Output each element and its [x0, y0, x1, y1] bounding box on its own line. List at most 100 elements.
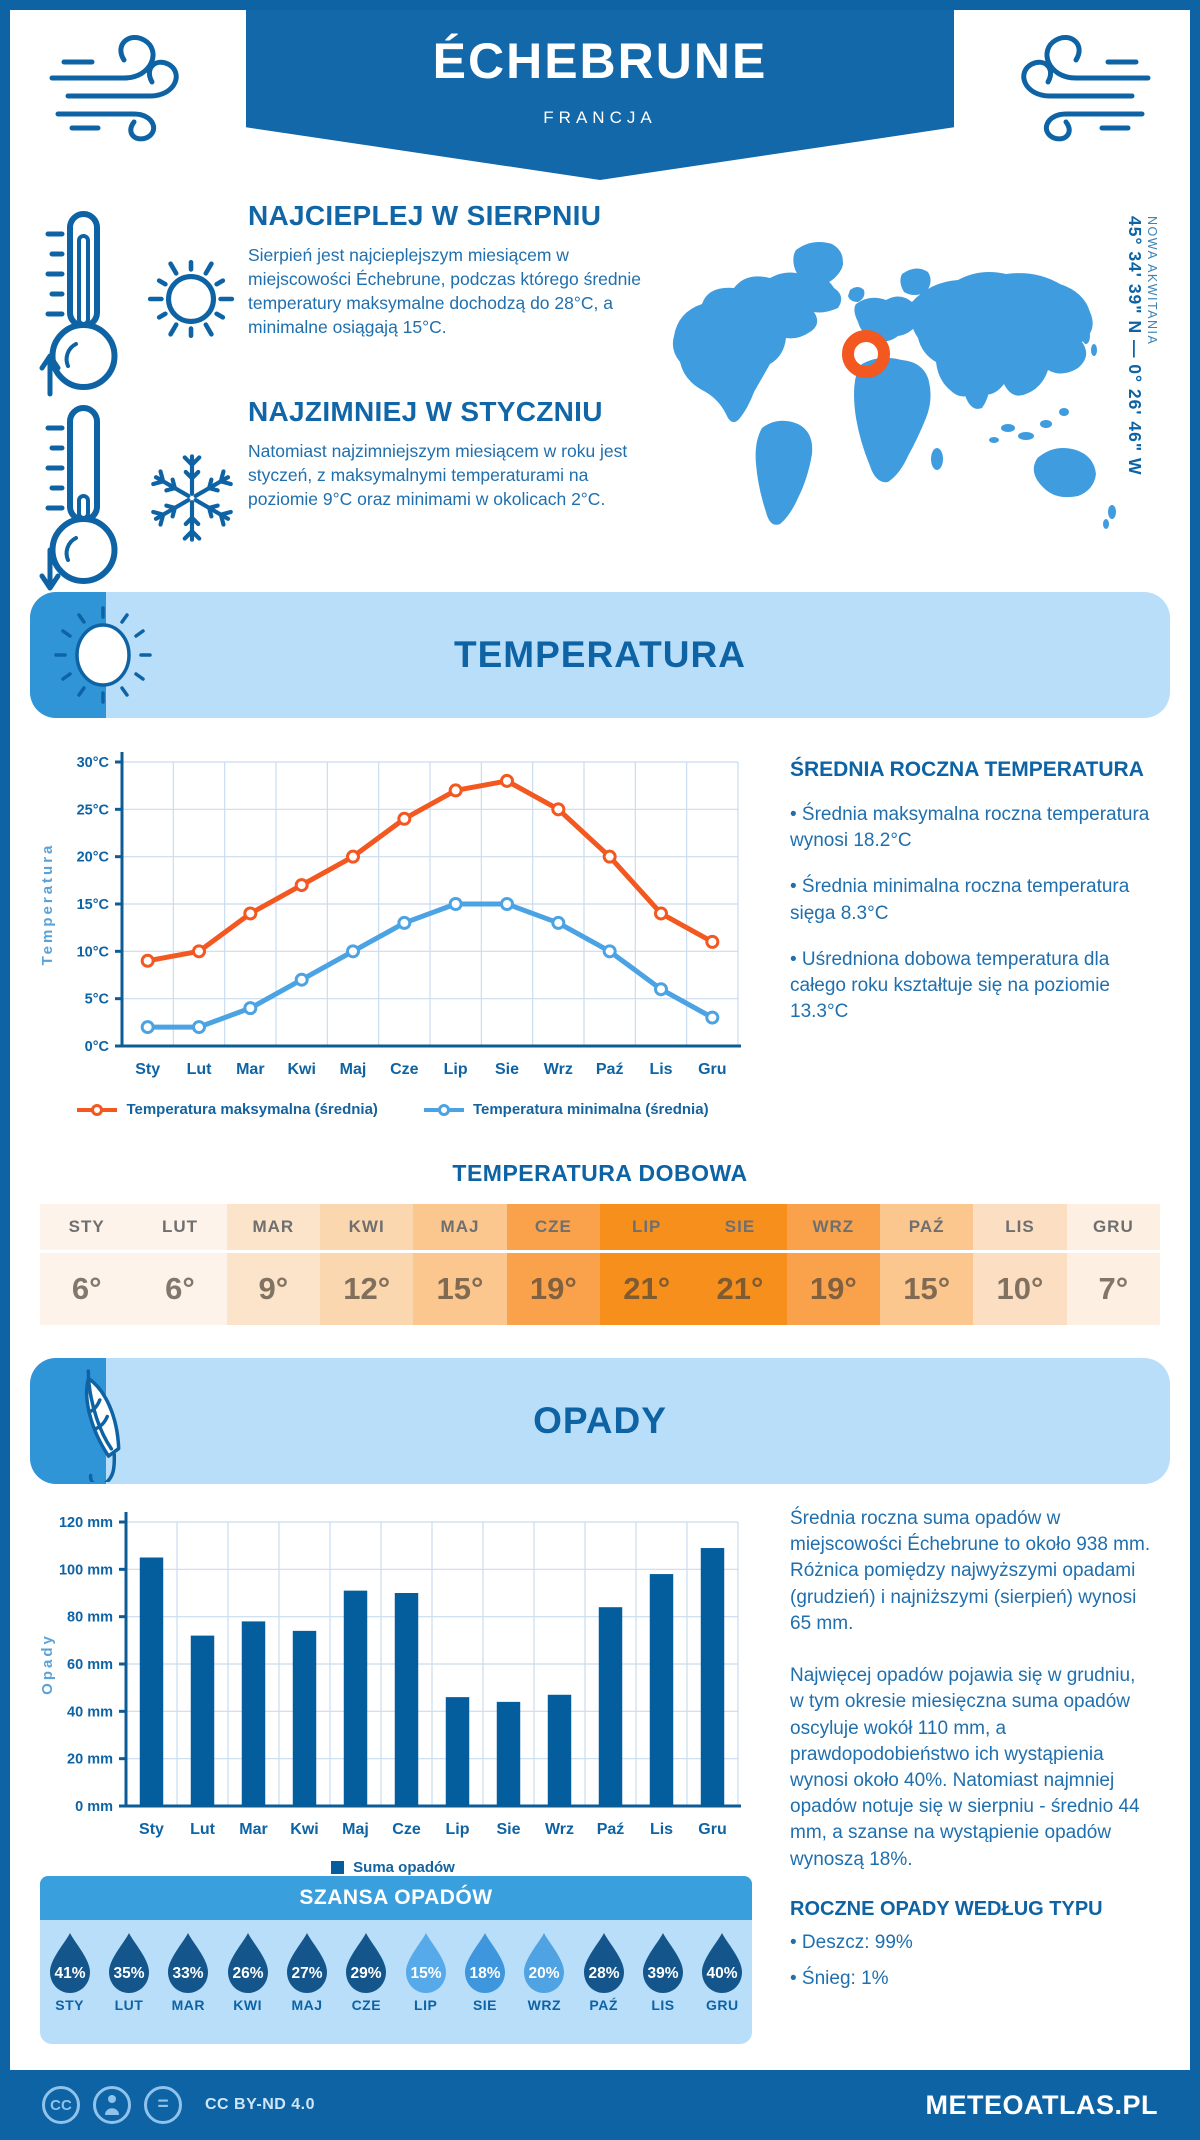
- daily-temp-value-cell: 7°: [1066, 1253, 1160, 1325]
- svg-text:28%: 28%: [588, 1965, 619, 1982]
- precipitation-chart: 0 mm 20 mm 40 mm 60 mm 80 mm 100 mm 120 mm Sty L…: [36, 1504, 750, 1876]
- nd-icon: =: [144, 2086, 182, 2124]
- svg-text:40%: 40%: [707, 1965, 738, 1982]
- drop-month-label: STY: [55, 1997, 85, 2013]
- daily-temp-month-cell: STY: [40, 1204, 134, 1250]
- svg-text:Cze: Cze: [390, 1061, 419, 1078]
- daily-temp-value-cell: 6°: [40, 1253, 134, 1325]
- drop-month-label: LIP: [414, 1997, 438, 2013]
- svg-text:41%: 41%: [54, 1965, 85, 1982]
- raindrop-icon: 18%: [464, 1933, 505, 1993]
- rain-chance-drop: 39% LIS: [633, 1932, 692, 2013]
- daily-temp-value-cell: 19°: [786, 1253, 880, 1325]
- precip-bar: [496, 1701, 521, 1806]
- precip-paragraph: Średnia roczna suma opadów w miejscowośc…: [790, 1508, 1151, 1634]
- location-marker: [842, 330, 890, 378]
- rain-chance-drop: 41% STY: [40, 1932, 99, 2013]
- raindrop-icon: 20%: [524, 1933, 565, 1993]
- raindrop-icon: 41%: [49, 1933, 90, 1993]
- svg-text:15°C: 15°C: [77, 897, 110, 913]
- precip-bar: [190, 1635, 215, 1806]
- drop-month-label: CZE: [351, 1997, 382, 2013]
- svg-text:Sty: Sty: [139, 1821, 164, 1838]
- precip-bar: [547, 1694, 572, 1806]
- svg-text:Mar: Mar: [236, 1061, 264, 1078]
- rain-chance-box: SZANSA OPADÓW 41% STY 35% LUT 33% MAR 26% KWI 27…: [40, 1876, 752, 2044]
- precip-bar: [649, 1574, 674, 1806]
- svg-text:33%: 33%: [173, 1965, 204, 1982]
- temperature-line-chart-svg: 0°C 5°C 10°C 15°C 20°C 25°C 30°C Sty Lut Mar Kwi Ma…: [39, 752, 741, 1078]
- rain-chance-drop: 26% KWI: [218, 1932, 277, 2013]
- precipitation-text-panel: Średnia roczna suma opadów w miejscowośc…: [790, 1506, 1154, 1873]
- svg-text:Lut: Lut: [187, 1061, 213, 1078]
- svg-text:Kwi: Kwi: [287, 1061, 315, 1078]
- rain-chance-drop: 40% GRU: [693, 1932, 752, 2013]
- brand-logo: METEOATLAS.PL: [925, 2089, 1158, 2120]
- svg-text:Gru: Gru: [698, 1061, 726, 1078]
- svg-text:0 mm: 0 mm: [75, 1799, 113, 1815]
- raindrop-icon: 39%: [642, 1933, 683, 1993]
- daily-temperature-table: STY LUT MAR KWI MAJ CZE LIP SIE WRZ PAŹ LIS GRU 6° 6°…: [40, 1204, 1160, 1325]
- svg-text:Cze: Cze: [392, 1821, 421, 1838]
- raindrop-icon: 33%: [168, 1933, 209, 1993]
- sun-icon: [54, 606, 152, 704]
- temperature-section-header: TEMPERATURA: [30, 592, 1170, 718]
- svg-text:20%: 20%: [529, 1965, 560, 1982]
- svg-text:Lip: Lip: [444, 1061, 468, 1078]
- svg-text:10°C: 10°C: [77, 944, 110, 960]
- daily-temp-month-cell: MAJ: [413, 1204, 507, 1250]
- rain-chance-drops: 41% STY 35% LUT 33% MAR 26% KWI 27% MAJ 29% CZE 15% L…: [40, 1920, 752, 2044]
- rain-chance-drop: 29% CZE: [337, 1932, 396, 2013]
- svg-text:26%: 26%: [232, 1965, 263, 1982]
- svg-text:Kwi: Kwi: [290, 1821, 318, 1838]
- rain-chance-drop: 18% SIE: [455, 1932, 514, 2013]
- daily-temp-value-cell: 9°: [226, 1253, 320, 1325]
- daily-temp-value-cell: 21°: [693, 1253, 787, 1325]
- legend-line-marker: [423, 1103, 464, 1116]
- raindrop-icon: 28%: [583, 1933, 624, 1993]
- legend-entry: Suma opadów: [331, 1859, 455, 1876]
- temperature-chart-legend: Temperatura maksymalna (średnia) Temperat…: [36, 1101, 750, 1118]
- precipitation-bar-chart-svg: 0 mm 20 mm 40 mm 60 mm 80 mm 100 mm 120 mm Sty L…: [39, 1512, 741, 1838]
- svg-text:29%: 29%: [351, 1965, 382, 1982]
- daily-temp-month-cell: LIP: [600, 1204, 694, 1250]
- svg-text:20°C: 20°C: [77, 850, 110, 866]
- svg-text:60 mm: 60 mm: [67, 1657, 113, 1673]
- precip-bar: [598, 1607, 623, 1806]
- map-coordinates: 45° 34' 39" N — 0° 26' 46" W NOWA AKWITA…: [1124, 216, 1180, 576]
- precip-bar: [394, 1593, 419, 1806]
- snowflake-icon: [140, 446, 244, 550]
- drop-month-label: WRZ: [527, 1997, 562, 2013]
- raindrop-icon: 35%: [108, 1933, 149, 1993]
- drop-month-label: PAŹ: [589, 1997, 618, 2013]
- raindrop-icon: 26%: [227, 1933, 268, 1993]
- svg-text:Gru: Gru: [698, 1821, 726, 1838]
- svg-text:Paź: Paź: [597, 1821, 625, 1838]
- rain-chance-drop: 33% MAR: [159, 1932, 218, 2013]
- precip-bar: [445, 1697, 470, 1806]
- rain-chance-drop: 20% WRZ: [515, 1932, 574, 2013]
- precipitation-chart-legend: Suma opadów: [36, 1859, 750, 1876]
- drop-month-label: GRU: [706, 1997, 739, 2013]
- svg-text:5°C: 5°C: [85, 992, 110, 1008]
- precip-paragraph: Najwięcej opadów pojawia się w grudniu, …: [790, 1665, 1140, 1870]
- page-title: ÉCHEBRUNE: [432, 33, 768, 89]
- svg-text:Wrz: Wrz: [544, 1061, 573, 1078]
- temperature-chart: 0°C 5°C 10°C 15°C 20°C 25°C 30°C Sty Lut Mar Kwi Ma…: [36, 746, 750, 1118]
- legend-label: Temperatura maksymalna (średnia): [126, 1101, 378, 1118]
- drop-month-label: LIS: [651, 1997, 675, 2013]
- section-title-precipitation: OPADY: [533, 1400, 667, 1441]
- legend-label: Temperatura minimalna (średnia): [472, 1101, 709, 1118]
- footer: CC = CC BY-ND 4.0 METEOATLAS.PL: [10, 2070, 1190, 2130]
- raindrop-icon: 27%: [286, 1933, 327, 1993]
- svg-text:Temperatura: Temperatura: [39, 843, 56, 966]
- page-subtitle: FRANCJA: [543, 108, 657, 127]
- highlight-1-heading: NAJCIEPLEJ W SIERPNIU: [248, 200, 602, 231]
- precipitation-section-header: OPADY: [30, 1358, 1170, 1484]
- daily-temp-value-cell: 15°: [413, 1253, 507, 1325]
- svg-text:Wrz: Wrz: [545, 1821, 574, 1838]
- daily-temp-month-cell: KWI: [320, 1204, 414, 1250]
- daily-temp-value-cell: 15°: [880, 1253, 974, 1325]
- svg-text:Lis: Lis: [650, 1821, 673, 1838]
- daily-temp-month-cell: LIS: [973, 1204, 1067, 1250]
